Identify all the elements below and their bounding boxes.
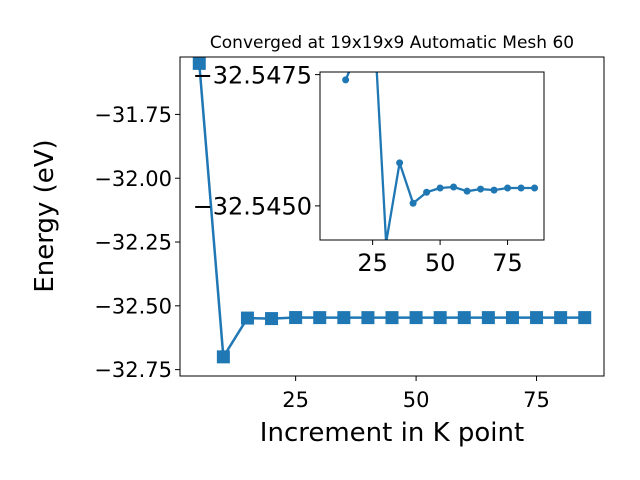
inset-data-point [409, 199, 417, 207]
inset-data-point [531, 184, 539, 192]
inset-data-point [450, 183, 458, 191]
inset-data-point [490, 186, 498, 194]
main-y-tick-label: −32.00 [94, 167, 172, 191]
inset-y-tick-label: −32.5450 [193, 193, 312, 221]
main-data-point [481, 311, 495, 325]
main-data-point [265, 312, 279, 326]
main-y-tick-label: −32.75 [94, 358, 172, 382]
inset-data-point [477, 185, 485, 193]
inset-background [320, 72, 544, 240]
main-x-tick-label: 50 [403, 388, 430, 412]
main-data-point [409, 311, 423, 325]
inset-data-point [436, 184, 444, 192]
main-data-point [457, 311, 471, 325]
main-y-axis: −31.75 −32.00 −32.25 −32.50 −32.75 [94, 103, 180, 382]
main-data-point [216, 350, 230, 364]
main-plot-frame [179, 56, 605, 377]
main-y-tick-label: −32.50 [94, 294, 172, 318]
inset-data-point [396, 159, 404, 167]
inset-data-point [423, 188, 431, 196]
inset-x-tick-label: 50 [425, 249, 456, 277]
inset-plot-frame [319, 71, 545, 241]
x-axis-label: Increment in K point [260, 418, 524, 448]
main-x-tick-label: 75 [523, 388, 550, 412]
main-data-point [385, 311, 399, 325]
main-data-point [554, 311, 568, 325]
main-x-tick-label: 25 [282, 388, 309, 412]
inset-data-point [463, 187, 471, 195]
main-data-point [313, 311, 327, 325]
main-y-tick-label: −31.75 [94, 103, 172, 127]
main-data-point [361, 311, 375, 325]
inset-x-axis: 25 50 75 [357, 240, 523, 277]
inset-data-point [517, 184, 525, 192]
main-data-point [337, 311, 351, 325]
chart-title: Converged at 19x19x9 Automatic Mesh 60 [210, 33, 574, 53]
y-axis-label: Energy (eV) [30, 139, 60, 292]
main-data-point [192, 57, 206, 70]
inset-x-tick-label: 25 [357, 249, 388, 277]
inset-y-tick-label: −32.5475 [193, 61, 312, 89]
inset-data-point [342, 76, 350, 84]
main-data-layer [192, 57, 592, 364]
inset-data-layer [342, 72, 539, 240]
inset-x-tick-label: 75 [492, 249, 523, 277]
inset-data-point [504, 184, 512, 192]
main-data-point [530, 311, 544, 325]
inset-chart: 25 50 75 −32.5475 −32.5450 [193, 61, 545, 277]
inset-y-axis: −32.5475 −32.5450 [193, 61, 320, 221]
main-data-point [578, 311, 592, 325]
main-x-axis: 25 50 75 [282, 376, 550, 412]
main-y-tick-label: −32.25 [94, 231, 172, 255]
main-data-point [289, 311, 303, 325]
main-chart: Converged at 19x19x9 Automatic Mesh 60 2… [30, 33, 605, 448]
main-data-point [433, 311, 447, 325]
main-data-point [240, 311, 254, 325]
main-data-point [505, 311, 519, 325]
